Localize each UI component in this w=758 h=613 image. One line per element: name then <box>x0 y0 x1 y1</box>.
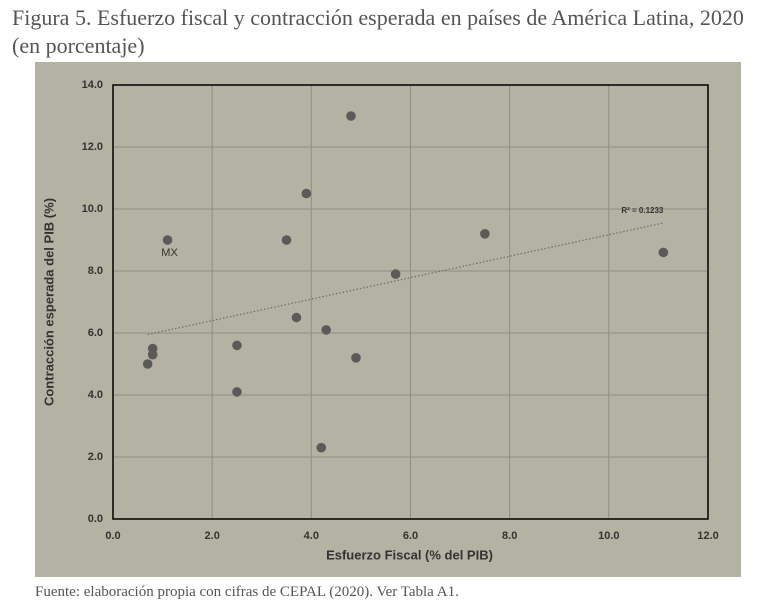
point <box>351 353 361 363</box>
y-tick-label: 12.0 <box>82 141 103 153</box>
point <box>232 340 242 351</box>
trendline-label: R² = 0.1233 <box>621 206 664 215</box>
y-tick-label: 4.0 <box>88 389 103 401</box>
plot-frame <box>112 84 709 520</box>
y-tick-label: 0.0 <box>88 513 103 525</box>
x-tick-label: 0.0 <box>105 530 120 542</box>
annotation: MX <box>161 247 178 259</box>
x-tick-label: 12.0 <box>697 530 718 542</box>
point <box>346 111 356 121</box>
point <box>281 235 292 245</box>
x-tick-label: 4.0 <box>304 530 319 542</box>
x-tick-label: 2.0 <box>205 530 220 542</box>
point <box>147 343 158 354</box>
point <box>232 387 242 397</box>
point <box>142 359 153 369</box>
y-tick-label: 6.0 <box>88 327 103 339</box>
y-axis-label: Contracción esperada del PIB (%) <box>41 198 56 406</box>
source-note: Fuente: elaboración propia con cifras de… <box>35 584 459 600</box>
y-tick-label: 2.0 <box>88 451 103 463</box>
x-tick-label: 10.0 <box>598 530 619 542</box>
y-tick-label: 8.0 <box>88 265 103 277</box>
point <box>316 442 327 453</box>
y-tick-label: 14.0 <box>82 79 103 91</box>
x-axis-label: Esfuerzo Fiscal (% del PIB) <box>326 547 493 562</box>
x-tick-label: 8.0 <box>502 530 517 542</box>
trendline <box>147 222 664 336</box>
point <box>162 235 173 245</box>
x-tick-label: 6.0 <box>403 530 418 542</box>
chart-background <box>35 62 741 577</box>
point <box>301 188 312 199</box>
point <box>291 312 302 323</box>
point <box>658 247 669 258</box>
point <box>480 229 490 239</box>
chart-title: Figura 5. Esfuerzo fiscal y contracción … <box>12 5 744 58</box>
chart: 0.0 2.0 4.0 6.0 8.0 10.0 12.0 14.0 0.0 2.0 4.0 6.0 8… <box>35 62 741 577</box>
point <box>390 269 401 279</box>
y-tick-label: 10.0 <box>82 203 103 215</box>
point <box>321 325 332 335</box>
